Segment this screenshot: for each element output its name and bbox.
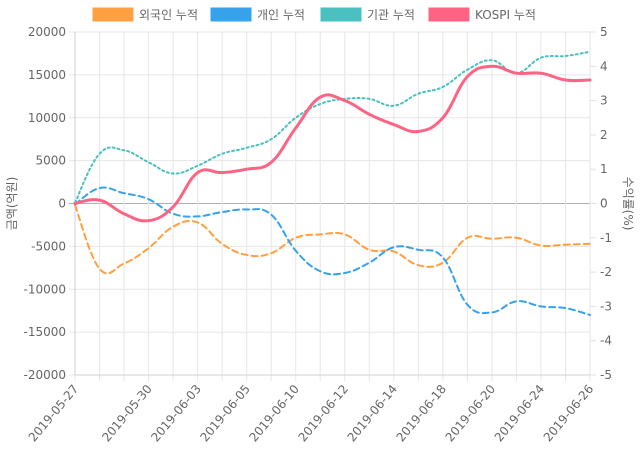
y-tick-label-right: 5 — [600, 25, 608, 39]
legend-item-1: 외국인 누적 — [92, 7, 198, 22]
y-tick-label-left: 20000 — [28, 25, 66, 39]
y-tick-label-right: 0 — [600, 197, 608, 211]
legend-label: 기관 누적 — [367, 8, 415, 22]
series-layer — [73, 50, 592, 316]
series-line-1 — [74, 204, 591, 275]
legend-swatch — [428, 7, 470, 22]
y-tick-label-left: -20000 — [23, 368, 66, 382]
y-tick-label-left: -5000 — [31, 239, 66, 253]
legend-item-3: 기관 누적 — [320, 7, 415, 22]
legend-item-2: 개인 누적 — [210, 7, 305, 22]
y-tick-label-left: 10000 — [28, 111, 66, 125]
grid-layer — [69, 31, 596, 381]
x-tick-label: 2019-06-10 — [246, 382, 302, 444]
y-tick-label-right: 2 — [600, 128, 608, 142]
y-tick-label-right: -3 — [600, 299, 612, 313]
x-tick-label: 2019-06-18 — [394, 382, 450, 444]
y-tick-label-left: -10000 — [23, 282, 66, 296]
y-tick-label-left: 5000 — [35, 154, 66, 168]
legend-swatch — [92, 7, 134, 22]
series-line-4 — [73, 64, 592, 223]
y-tick-label-right: 4 — [600, 59, 608, 73]
legend-swatch — [320, 7, 362, 22]
y-tick-label-right: -2 — [600, 265, 612, 279]
series-line-3 — [74, 50, 591, 204]
x-tick-label: 2019-05-27 — [26, 382, 82, 444]
x-tick-label: 2019-06-14 — [345, 382, 401, 444]
series-line-2 — [74, 186, 591, 316]
y-tick-label-left: 15000 — [28, 68, 66, 82]
y-axis-title-right: 수익률(%) — [621, 177, 635, 231]
y-tick-label-right: 3 — [600, 94, 608, 108]
legend-label: KOSPI 누적 — [475, 8, 536, 22]
y-tick-label-left: -15000 — [23, 325, 66, 339]
y-tick-label-right: -5 — [600, 368, 612, 382]
y-tick-label-right: -4 — [600, 334, 612, 348]
legend-swatch — [210, 7, 252, 22]
legend-label: 개인 누적 — [257, 8, 305, 22]
y-tick-label-right: 1 — [600, 162, 608, 176]
x-tick-label: 2019-06-12 — [296, 382, 352, 444]
x-tick-label: 2019-06-26 — [541, 382, 597, 444]
legend: 외국인 누적 개인 누적 기관 누적 KOSPI 누적 — [92, 7, 536, 22]
x-tick-label: 2019-06-24 — [492, 382, 548, 444]
x-tick-label: 2019-05-30 — [99, 382, 155, 444]
legend-item-4: KOSPI 누적 — [428, 7, 536, 22]
x-tick-label: 2019-06-20 — [443, 382, 499, 444]
y-tick-label-left: 0 — [58, 197, 66, 211]
x-tick-label: 2019-06-03 — [148, 382, 204, 444]
y-tick-label-right: -1 — [600, 231, 612, 245]
y-axis-title-left: 금액(억원) — [5, 177, 19, 231]
legend-label: 외국인 누적 — [139, 8, 198, 22]
x-tick-label: 2019-06-05 — [197, 382, 253, 444]
